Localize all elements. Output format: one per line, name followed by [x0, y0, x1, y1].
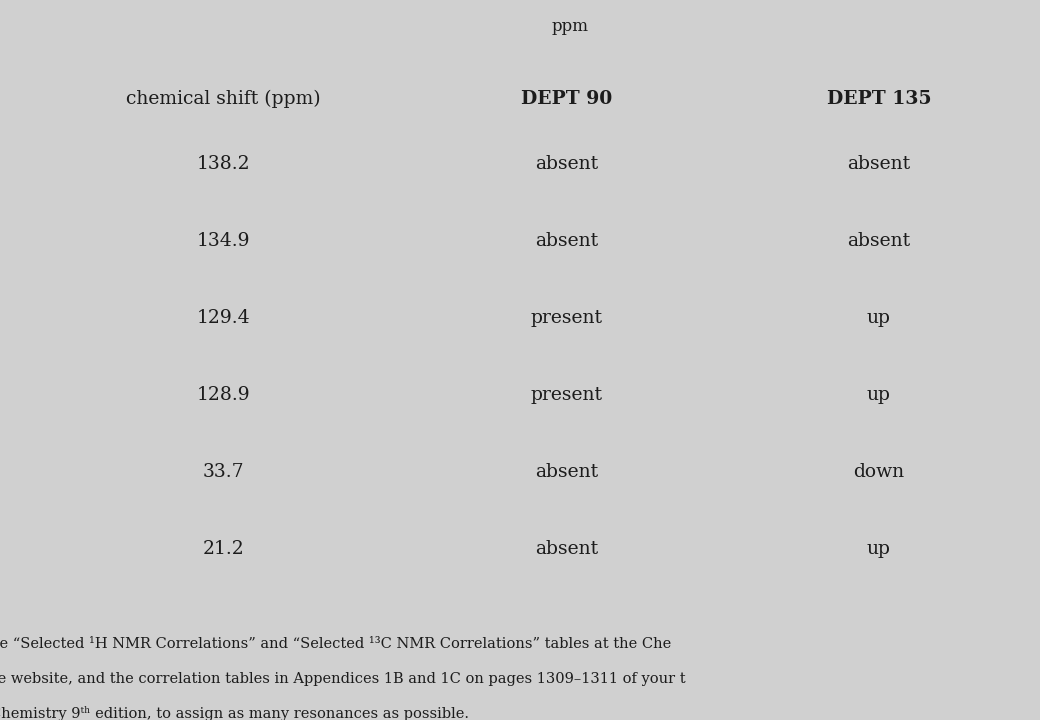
Text: absent: absent: [536, 540, 598, 558]
Text: absent: absent: [536, 155, 598, 173]
Text: up: up: [866, 540, 891, 558]
Text: ppm: ppm: [551, 18, 589, 35]
Text: DEPT 90: DEPT 90: [521, 90, 613, 108]
Text: down: down: [853, 463, 905, 481]
Text: 129.4: 129.4: [197, 309, 251, 327]
Text: absent: absent: [848, 155, 910, 173]
Text: 138.2: 138.2: [197, 155, 251, 173]
Text: 21.2: 21.2: [203, 540, 244, 558]
Text: se website, and the correlation tables in Appendices 1B and 1C on pages 1309–131: se website, and the correlation tables i…: [0, 672, 685, 685]
Text: DEPT 135: DEPT 135: [827, 90, 931, 108]
Text: present: present: [530, 309, 603, 327]
Text: present: present: [530, 386, 603, 404]
Text: Chemistry 9ᵗʰ edition, to assign as many resonances as possible.: Chemistry 9ᵗʰ edition, to assign as many…: [0, 706, 469, 720]
Text: up: up: [866, 309, 891, 327]
Text: 128.9: 128.9: [197, 386, 251, 404]
Text: absent: absent: [848, 232, 910, 250]
Text: 33.7: 33.7: [203, 463, 244, 481]
Text: up: up: [866, 386, 891, 404]
Text: chemical shift (ppm): chemical shift (ppm): [126, 90, 321, 108]
Text: absent: absent: [536, 232, 598, 250]
Text: absent: absent: [536, 463, 598, 481]
Text: 134.9: 134.9: [197, 232, 251, 250]
Text: he “Selected ¹H NMR Correlations” and “Selected ¹³C NMR Correlations” tables at : he “Selected ¹H NMR Correlations” and “S…: [0, 637, 671, 651]
